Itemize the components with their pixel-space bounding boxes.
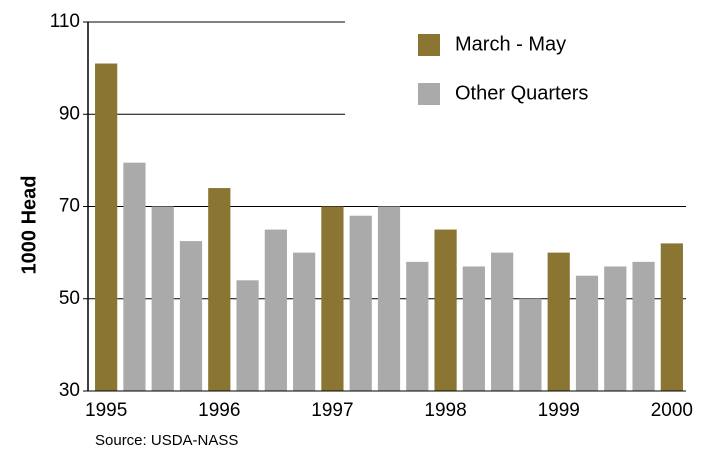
bar — [462, 266, 485, 391]
bar — [264, 229, 287, 391]
x-tick-label: 1995 — [85, 400, 127, 421]
bar — [575, 275, 599, 391]
y-tick-label: 110 — [50, 11, 80, 32]
bar — [349, 215, 372, 391]
bar — [179, 241, 203, 391]
bar — [491, 252, 514, 391]
legend-background — [345, 18, 690, 128]
bar — [377, 206, 401, 391]
x-tick-label: 1997 — [311, 400, 353, 421]
bar — [434, 229, 457, 391]
x-tick-label: 1996 — [198, 400, 240, 421]
bar — [123, 162, 146, 391]
bar — [406, 261, 429, 391]
legend-label: Other Quarters — [455, 82, 588, 104]
bar — [208, 188, 231, 391]
y-tick-label: 30 — [59, 380, 80, 401]
bar — [519, 298, 542, 391]
bar — [151, 206, 174, 391]
legend-label: March - May — [455, 33, 566, 55]
bar — [236, 280, 259, 391]
bar — [95, 63, 118, 391]
source-note: Source: USDA-NASS — [95, 432, 238, 449]
bar — [321, 206, 344, 391]
y-axis-label: 1000 Head — [18, 176, 40, 275]
bar — [604, 266, 627, 391]
bar — [547, 252, 570, 391]
legend-swatch — [418, 34, 440, 56]
bar — [632, 261, 655, 391]
x-tick-label: 1998 — [424, 400, 466, 421]
y-tick-label: 50 — [59, 288, 80, 309]
bar — [293, 252, 316, 391]
bar — [660, 243, 683, 391]
y-tick-label: 70 — [59, 196, 80, 217]
x-tick-label: 1999 — [538, 400, 580, 421]
x-tick-label: 2000 — [651, 400, 693, 421]
legend-swatch — [418, 83, 440, 105]
y-tick-label: 90 — [59, 103, 80, 124]
